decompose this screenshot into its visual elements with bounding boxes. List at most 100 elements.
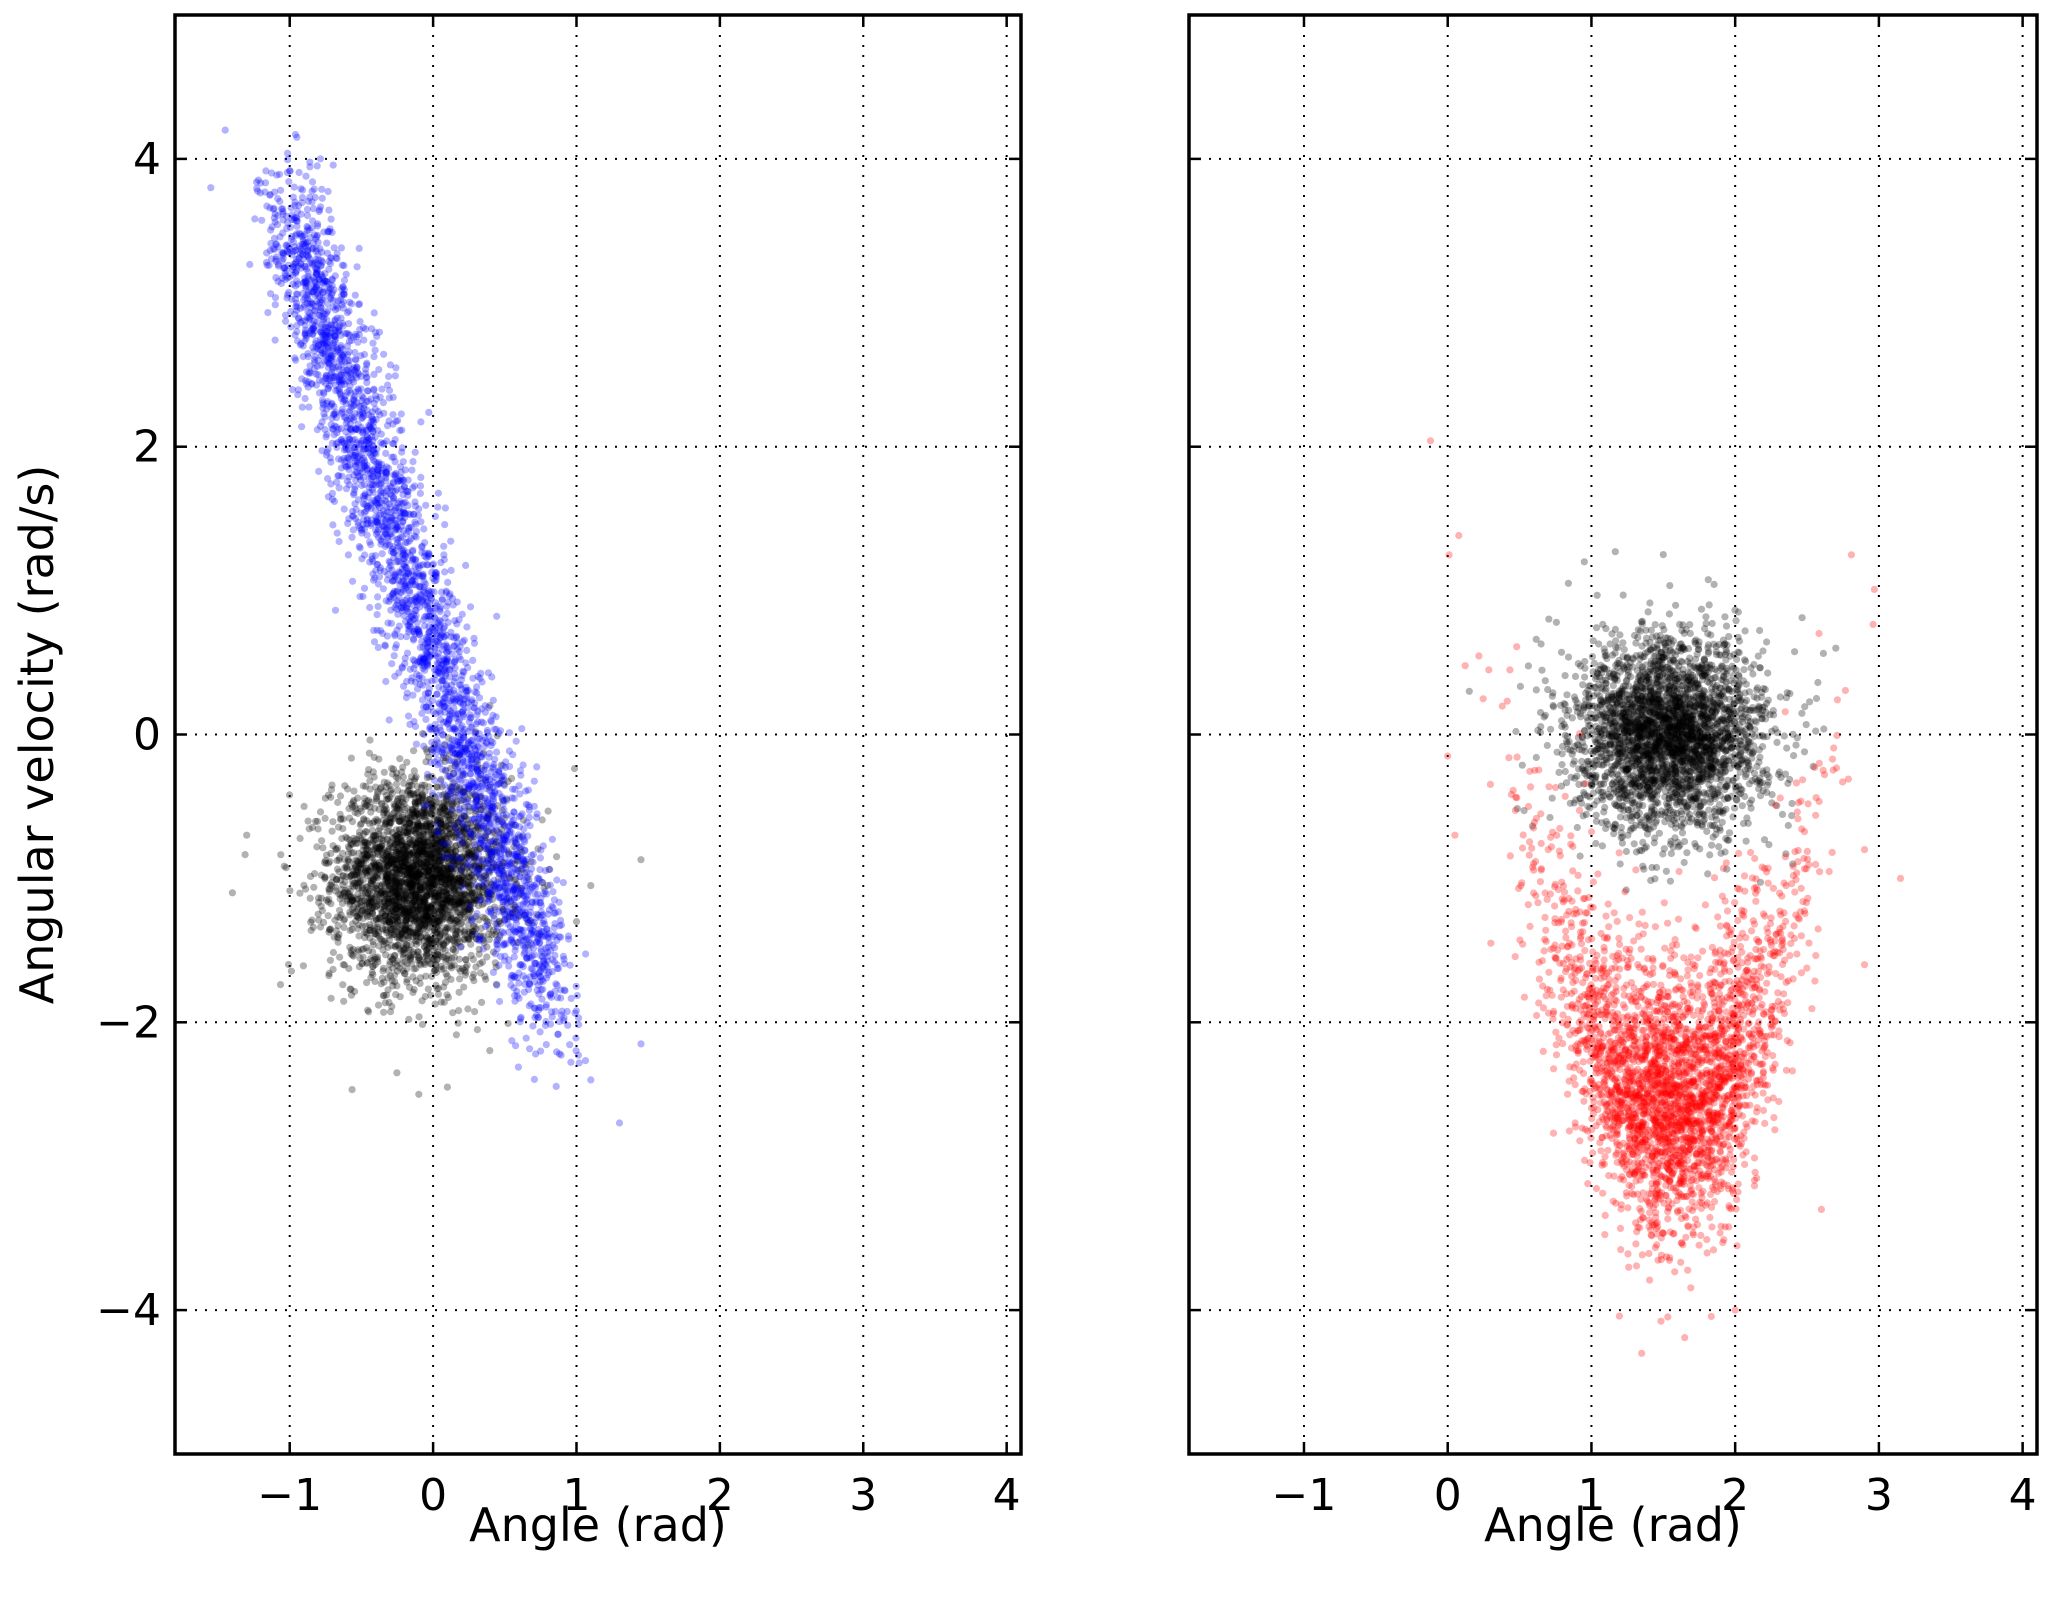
scatter-point [444, 880, 452, 888]
scatter-point [422, 972, 430, 980]
scatter-point [443, 955, 451, 963]
scatter-point [463, 854, 471, 862]
scatter-point [387, 859, 395, 867]
scatter-point [416, 870, 424, 878]
scatter-point [511, 907, 520, 915]
scatter-point [423, 795, 431, 803]
scatter-point [389, 770, 397, 778]
scatter-point [412, 867, 420, 875]
scatter-point [439, 900, 447, 909]
scatter-point [408, 466, 416, 474]
scatter-point [331, 883, 340, 891]
scatter-point [355, 871, 363, 879]
scatter-point [333, 876, 341, 884]
scatter-point [401, 927, 409, 935]
scatter-point [378, 840, 386, 848]
scatter-point [411, 774, 419, 783]
scatter-point [470, 899, 478, 908]
scatter-point [435, 865, 443, 873]
scatter-point [364, 770, 372, 778]
scatter-point [405, 840, 413, 848]
scatter-point [390, 808, 398, 817]
scatter-point [356, 821, 364, 829]
scatter-point [404, 953, 413, 961]
scatter-point [389, 869, 397, 877]
scatter-point [431, 961, 440, 969]
scatter-point [351, 862, 360, 871]
scatter-point [423, 911, 431, 920]
scatter-point [442, 834, 450, 842]
scatter-point [369, 837, 377, 845]
scatter-point [393, 812, 401, 820]
scatter-point [311, 870, 319, 878]
scatter-point [401, 910, 409, 919]
scatter-point [391, 874, 399, 882]
scatter-point [415, 857, 423, 866]
scatter-point [391, 920, 400, 928]
scatter-point [360, 830, 368, 838]
scatter-point [371, 954, 379, 962]
scatter-point [395, 854, 403, 863]
scatter-point [419, 850, 427, 858]
scatter-point [325, 895, 333, 903]
scatter-point [444, 867, 452, 876]
scatter-point [332, 887, 340, 895]
scatter-point [440, 904, 448, 912]
scatter-point [466, 874, 474, 882]
scatter-point [379, 836, 387, 845]
scatter-point [420, 802, 428, 810]
scatter-point [450, 881, 458, 889]
scatter-point [376, 905, 385, 913]
scatter-point [423, 886, 431, 895]
scatter-point [340, 889, 348, 897]
scatter-point [354, 858, 362, 866]
scatter-point [496, 997, 504, 1006]
scatter-point [377, 430, 385, 438]
scatter-point [346, 943, 354, 951]
scatter-point [436, 867, 444, 875]
scatter-point [442, 894, 451, 903]
scatter-point [469, 888, 477, 896]
scatter-point [367, 808, 375, 816]
scatter-point [443, 854, 451, 862]
scatter-point [450, 887, 458, 895]
scatter-point [402, 829, 410, 837]
scatter-point [404, 476, 412, 484]
scatter-point [456, 975, 464, 983]
scatter-point [379, 937, 387, 945]
scatter-point [395, 877, 403, 885]
scatter-point [456, 899, 464, 907]
scatter-point [436, 873, 445, 881]
scatter-point [416, 979, 424, 988]
scatter-point [363, 802, 371, 810]
scatter-point [522, 861, 530, 869]
scatter-point [422, 758, 430, 766]
scatter-point [356, 878, 364, 886]
scatter-point [391, 839, 399, 848]
scatter-point [516, 767, 525, 775]
scatter-point [453, 917, 461, 925]
scatter-point [425, 850, 433, 858]
scatter-point [492, 980, 500, 988]
scatter-point [422, 877, 430, 885]
scatter-point [460, 827, 468, 835]
scatter-point [441, 914, 449, 922]
scatter-point [347, 839, 355, 847]
scatter-point [441, 896, 449, 904]
scatter-point [424, 944, 432, 953]
scatter-point [447, 874, 455, 882]
scatter-point [448, 783, 456, 792]
scatter-point [371, 930, 379, 938]
scatter-point [366, 785, 374, 793]
scatter-point [405, 866, 413, 874]
scatter-point [364, 872, 372, 880]
scatter-point [399, 855, 407, 863]
scatter-point [375, 851, 383, 859]
scatter-point [375, 859, 383, 867]
scatter-point [485, 936, 493, 944]
scatter-point [453, 875, 461, 884]
scatter-point [360, 794, 369, 803]
scatter-point [327, 793, 335, 801]
scatter-point [303, 212, 312, 220]
